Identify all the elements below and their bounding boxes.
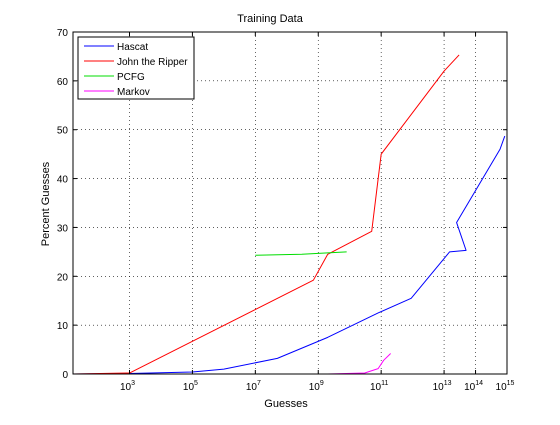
y-tick-label: 20 xyxy=(57,272,69,283)
y-axis-label: Percent Guesses xyxy=(40,161,52,246)
y-tick-label: 50 xyxy=(57,126,69,137)
y-tick-label: 60 xyxy=(57,77,69,88)
x-tick-label: 1014 xyxy=(464,380,483,393)
x-tick-label: 1011 xyxy=(370,380,388,393)
series-lines xyxy=(72,54,506,375)
plot-frame xyxy=(72,31,508,375)
x-tick-label: 109 xyxy=(309,380,324,393)
x-axis-label: Guesses xyxy=(264,398,308,410)
legend-label-hascat: Hascat xyxy=(117,42,148,53)
x-tick-label: 103 xyxy=(120,380,135,393)
axis-ticks: 103 105 107 109 1011 1013 1014 1015 0 10 20 30 40 50 6… xyxy=(57,28,515,393)
y-tick-label: 10 xyxy=(57,321,69,332)
x-tick-label: 1013 xyxy=(433,380,452,393)
series-line-pcfg xyxy=(255,251,347,256)
x-tick-label: 107 xyxy=(246,380,261,393)
legend-box xyxy=(77,36,195,100)
series-line-markov xyxy=(327,353,391,375)
legend-label-markov: Markov xyxy=(117,87,150,98)
legend-label-john-the-ripper: John the Ripper xyxy=(117,57,188,68)
legend-label-pcfg: PCFG xyxy=(117,72,145,83)
gridlines xyxy=(73,32,507,374)
legend: Hascat John the Ripper PCFG Markov xyxy=(77,36,195,100)
y-tick-label: 0 xyxy=(62,370,68,381)
y-tick-label: 70 xyxy=(57,28,69,39)
x-tick-label: 1015 xyxy=(496,380,515,393)
chart-title: Training Data xyxy=(237,13,304,25)
x-tick-label: 105 xyxy=(183,380,198,393)
y-tick-label: 40 xyxy=(57,175,69,186)
series-line-john-the-ripper xyxy=(72,54,460,375)
y-tick-label: 30 xyxy=(57,223,69,234)
